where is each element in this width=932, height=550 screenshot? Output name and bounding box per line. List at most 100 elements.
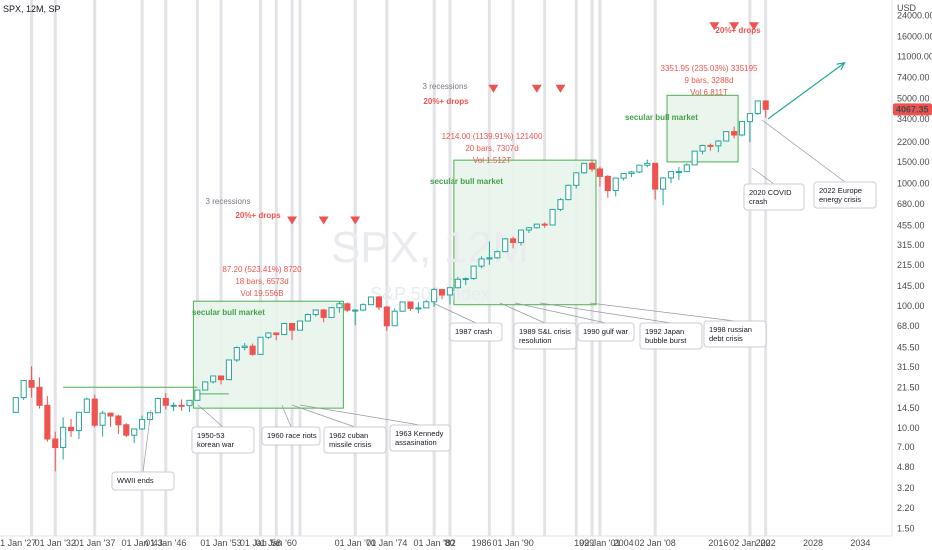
candle-down[interactable] — [407, 301, 414, 309]
candle-down[interactable] — [596, 168, 603, 177]
candle-up[interactable] — [446, 287, 454, 296]
candle-down[interactable] — [652, 162, 659, 190]
event-callout[interactable]: 1990 gulf war — [514, 302, 635, 342]
candle-down[interactable] — [320, 309, 327, 318]
candle-up[interactable] — [533, 223, 540, 229]
candle-up[interactable] — [612, 177, 619, 192]
candle-up[interactable] — [99, 412, 106, 426]
candle-up[interactable] — [454, 278, 461, 289]
candle-up[interactable] — [131, 428, 138, 436]
candle-up[interactable] — [12, 397, 19, 413]
candle-up[interactable] — [391, 310, 398, 327]
candle-up[interactable] — [423, 301, 430, 309]
candle-down[interactable] — [588, 162, 596, 170]
candle-down[interactable] — [383, 306, 390, 327]
candle-up[interactable] — [660, 177, 667, 190]
candle-up[interactable] — [723, 131, 730, 142]
candle-up[interactable] — [636, 164, 643, 173]
candle-up[interactable] — [328, 307, 335, 318]
candle-down[interactable] — [44, 404, 51, 440]
candle-down[interactable] — [178, 404, 185, 407]
event-callout[interactable]: WWII ends — [111, 409, 175, 491]
candle-up[interactable] — [462, 278, 469, 281]
event-callout[interactable]: 1987 crash — [432, 302, 503, 342]
candle-up[interactable] — [304, 314, 311, 322]
candle-down[interactable] — [162, 397, 169, 406]
candle-up[interactable] — [352, 309, 359, 312]
candle-down[interactable] — [115, 415, 122, 426]
candle-up[interactable] — [738, 121, 746, 136]
candle-up[interactable] — [186, 399, 193, 407]
candle-down[interactable] — [289, 322, 296, 331]
price-axis-ticks[interactable]: 24000.00 16000.00 11000.00 7400.00 5000.00 34… — [897, 10, 932, 533]
candle-up[interactable] — [470, 265, 477, 280]
candle-down[interactable] — [67, 426, 75, 432]
candle-up[interactable] — [154, 397, 161, 414]
candle-down[interactable] — [123, 424, 130, 436]
candle-up[interactable] — [565, 184, 572, 201]
candle-up[interactable] — [399, 301, 406, 312]
candle-down[interactable] — [107, 412, 114, 417]
candle-up[interactable] — [210, 375, 217, 383]
candle-down[interactable] — [217, 375, 225, 381]
candle-up[interactable] — [83, 398, 90, 413]
candle-up[interactable] — [170, 404, 177, 407]
candle-up[interactable] — [573, 172, 580, 186]
candle-up[interactable] — [683, 164, 690, 173]
bull-market-box[interactable] — [453, 159, 597, 306]
candle-up[interactable] — [241, 345, 248, 349]
candle-up[interactable] — [628, 171, 635, 175]
candle-up[interactable] — [699, 144, 706, 152]
candle-up[interactable] — [139, 419, 146, 430]
candle-down[interactable] — [52, 438, 59, 449]
candle-down[interactable] — [28, 380, 35, 388]
candle-up[interactable] — [202, 381, 209, 391]
candle-up[interactable] — [233, 347, 240, 361]
candle-up[interactable] — [715, 140, 722, 147]
candle-up[interactable] — [517, 229, 525, 243]
candle-down[interactable] — [731, 131, 738, 136]
candle-up[interactable] — [431, 289, 438, 303]
candle-up[interactable] — [415, 307, 422, 310]
candle-up[interactable] — [667, 171, 675, 179]
candle-up[interactable] — [494, 251, 501, 259]
candle-up[interactable] — [225, 359, 232, 381]
candle-down[interactable] — [249, 345, 256, 355]
candle-up[interactable] — [360, 304, 367, 311]
candle-down[interactable] — [707, 144, 714, 147]
candle-down[interactable] — [762, 100, 769, 110]
candle-down[interactable] — [510, 238, 517, 243]
candle-down[interactable] — [541, 223, 548, 226]
candle-up[interactable] — [265, 332, 272, 338]
candle-down[interactable] — [604, 175, 611, 192]
candle-up[interactable] — [675, 171, 682, 174]
candle-up[interactable] — [296, 320, 304, 331]
candle-up[interactable] — [312, 309, 319, 316]
candle-up[interactable] — [502, 238, 509, 253]
candle-up[interactable] — [746, 113, 753, 123]
bull-market-box[interactable] — [192, 300, 344, 409]
candle-up[interactable] — [644, 162, 651, 166]
candle-up[interactable] — [194, 389, 201, 401]
candle-up[interactable] — [75, 411, 83, 432]
event-callout[interactable]: 1960 race riots — [261, 404, 321, 446]
candle-up[interactable] — [691, 150, 698, 166]
candle-down[interactable] — [344, 303, 351, 311]
candle-up[interactable] — [60, 426, 67, 449]
candle-down[interactable] — [36, 386, 43, 406]
candle-up[interactable] — [620, 173, 627, 179]
candle-up[interactable] — [549, 208, 556, 226]
candle-up[interactable] — [478, 258, 485, 267]
candle-up[interactable] — [557, 199, 564, 210]
candle-up[interactable] — [257, 336, 264, 355]
candle-up[interactable] — [754, 100, 761, 115]
